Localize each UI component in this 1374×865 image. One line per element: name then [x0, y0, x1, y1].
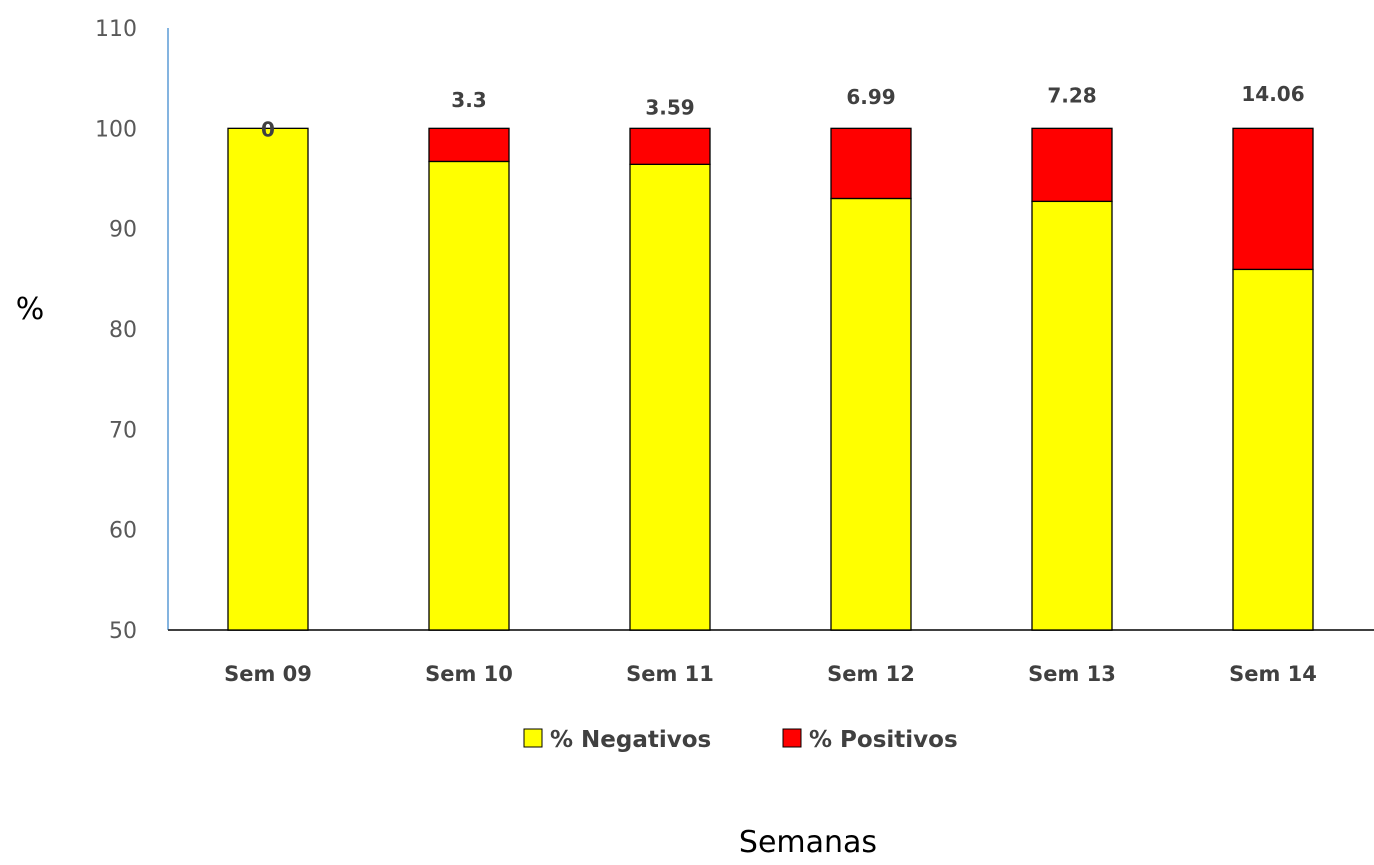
- bar-negativos: [1031, 200, 1113, 631]
- data-label: 0: [261, 117, 275, 141]
- y-axis: 50 60 70 80 90 100 110: [95, 17, 169, 644]
- x-tick-label: Sem 13: [1028, 662, 1116, 686]
- x-tick-label: Sem 12: [827, 662, 915, 686]
- data-labels: 0 3.3 3.59 6.99 7.28 14.06: [261, 82, 1305, 141]
- bar-positivos: [1232, 127, 1314, 271]
- x-tick-label: Sem 11: [626, 662, 714, 686]
- bar-positivos: [830, 127, 912, 200]
- data-label: 14.06: [1241, 82, 1304, 106]
- legend-label-positivos: % Positivos: [809, 727, 958, 753]
- bar-negativos: [227, 127, 309, 631]
- data-label: 3.3: [451, 88, 486, 112]
- legend-label-negativos: % Negativos: [550, 727, 711, 753]
- data-label: 6.99: [846, 85, 895, 109]
- legend-swatch-negativos: [523, 728, 543, 748]
- data-label: 3.59: [645, 95, 694, 119]
- y-tick-label: 100: [95, 117, 137, 142]
- y-tick-label: 80: [109, 318, 137, 343]
- bar-negativos: [428, 160, 510, 631]
- legend: % Negativos % Positivos: [523, 727, 958, 753]
- bar-negativos: [1232, 268, 1314, 631]
- bar-positivos: [428, 127, 510, 163]
- legend-swatch-positivos: [782, 728, 802, 748]
- bar-negativos: [629, 163, 711, 631]
- y-tick-label: 70: [109, 418, 137, 443]
- bar-negativos: [830, 197, 912, 631]
- x-tick-label: Sem 09: [224, 662, 312, 686]
- x-tick-label: Sem 14: [1229, 662, 1317, 686]
- data-label: 7.28: [1047, 83, 1096, 107]
- y-axis-title: %: [16, 292, 45, 327]
- x-axis: Sem 09 Sem 10 Sem 11 Sem 12 Sem 13 Sem 14: [168, 629, 1374, 686]
- y-tick-label: 50: [109, 619, 137, 644]
- bars: [227, 127, 1314, 631]
- y-tick-label: 90: [109, 218, 137, 243]
- x-tick-label: Sem 10: [425, 662, 513, 686]
- y-tick-label: 110: [95, 17, 137, 42]
- bar-positivos: [629, 127, 711, 166]
- y-tick-label: 60: [109, 519, 137, 544]
- x-axis-title: Semanas: [739, 825, 877, 860]
- bar-positivos: [1031, 127, 1113, 203]
